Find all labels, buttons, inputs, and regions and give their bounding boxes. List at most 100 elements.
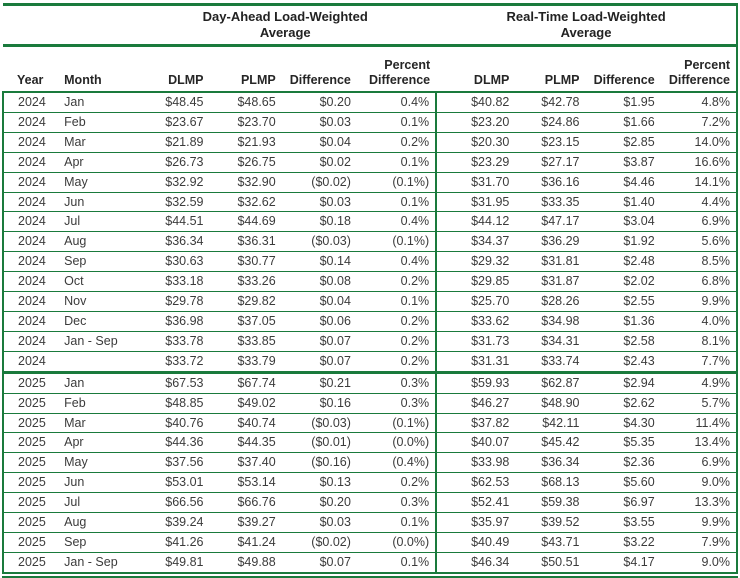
table-row: 2025 Jan $67.53 $67.74 $0.21 0.3% $59.93 $62.87… (1, 370, 737, 394)
column-header-da-plmp: PLMP (209, 45, 282, 93)
table-row: 2024 Dec $36.98 $37.05 $0.06 0.2% $33.62 $34.98… (1, 310, 737, 332)
cell-da-pct-difference: (0.0%) (356, 432, 437, 453)
cell-year: 2024 (1, 211, 62, 232)
cell-rt-pct-difference: 8.1% (660, 330, 737, 352)
cell-rt-difference: $2.58 (585, 330, 661, 352)
cell-rt-difference: $4.17 (585, 551, 661, 572)
cell-rt-plmp: $42.11 (515, 412, 586, 433)
cell-da-pct-difference: 0.4% (356, 211, 437, 232)
cell-rt-difference: $1.40 (585, 191, 661, 212)
cell-month: Nov (61, 291, 135, 312)
cell-month: Dec (61, 310, 135, 332)
cell-rt-difference: $1.92 (585, 231, 661, 252)
cell-month: May (61, 171, 135, 193)
cell-month: Apr (61, 432, 135, 453)
cell-year: 2024 (1, 92, 62, 113)
cell-rt-difference: $2.55 (585, 291, 661, 312)
cell-rt-plmp: $50.51 (515, 551, 586, 572)
cell-da-plmp: $33.26 (209, 271, 282, 292)
cell-month: Jun (61, 472, 135, 493)
cell-da-difference: $0.20 (281, 492, 357, 513)
table-row: 2024 Jun $32.59 $32.62 $0.03 0.1% $31.95 $33.35… (1, 191, 737, 212)
cell-rt-plmp: $36.16 (515, 171, 586, 193)
cell-rt-difference: $1.36 (585, 310, 661, 332)
cell-rt-difference: $3.04 (585, 211, 661, 232)
cell-rt-pct-difference: 6.9% (660, 452, 737, 473)
cell-da-dlmp: $36.98 (134, 310, 210, 332)
column-header-da-dlmp: DLMP (134, 45, 210, 93)
table-row: 2025 May $37.56 $37.40 ($0.16) (0.4%) $33.98 $3… (1, 452, 737, 473)
cell-year: 2025 (1, 472, 62, 493)
cell-rt-difference: $1.66 (585, 111, 661, 133)
cell-rt-dlmp: $33.98 (435, 452, 516, 473)
cell-rt-pct-difference: 4.4% (660, 191, 737, 212)
cell-year: 2024 (1, 131, 62, 153)
table-row: 2024 Nov $29.78 $29.82 $0.04 0.1% $25.70 $28.26… (1, 291, 737, 312)
cell-rt-plmp: $23.15 (515, 131, 586, 153)
cell-da-dlmp: $44.36 (134, 432, 210, 453)
cell-da-dlmp: $53.01 (134, 472, 210, 493)
cell-rt-dlmp: $40.49 (435, 531, 516, 553)
cell-rt-dlmp: $35.97 (435, 512, 516, 533)
column-header-rt-pct-difference: Percent Difference (660, 45, 737, 93)
cell-month: Aug (61, 231, 135, 252)
cell-rt-pct-difference: 13.4% (660, 432, 737, 453)
cell-rt-dlmp: $37.82 (435, 412, 516, 433)
cell-da-difference: $0.07 (281, 350, 357, 373)
cell-rt-difference: $4.30 (585, 412, 661, 433)
cell-month: Jan (61, 370, 135, 394)
cell-rt-plmp: $59.38 (515, 492, 586, 513)
cell-da-pct-difference: 0.3% (356, 492, 437, 513)
cell-da-pct-difference: (0.0%) (356, 531, 437, 553)
cell-da-plmp: $37.05 (209, 310, 282, 332)
cell-rt-pct-difference: 14.1% (660, 171, 737, 193)
cell-rt-dlmp: $46.34 (435, 551, 516, 572)
table-row: 2025 Aug $39.24 $39.27 $0.03 0.1% $35.97 $39.52… (1, 512, 737, 533)
cell-rt-plmp: $47.17 (515, 211, 586, 232)
cell-da-difference: $0.03 (281, 512, 357, 533)
cell-da-dlmp: $48.85 (134, 392, 210, 413)
cell-da-pct-difference: 0.2% (356, 350, 437, 373)
cell-da-difference: $0.03 (281, 191, 357, 212)
table-row: 2025 Jun $53.01 $53.14 $0.13 0.2% $62.53 $68.13… (1, 472, 737, 493)
bottom-rule-upper (2, 571, 738, 574)
table-row: 2024 $33.72 $33.79 $0.07 0.2% $31.31 $33.74 $2.… (1, 350, 737, 373)
cell-rt-plmp: $45.42 (515, 432, 586, 453)
cell-da-difference: $0.18 (281, 211, 357, 232)
cell-rt-pct-difference: 16.6% (660, 151, 737, 173)
cell-da-plmp: $44.69 (209, 211, 282, 232)
cell-da-difference: $0.14 (281, 251, 357, 272)
cell-month: Mar (61, 412, 135, 433)
cell-rt-difference: $4.46 (585, 171, 661, 193)
cell-rt-difference: $3.22 (585, 531, 661, 553)
group-header-row: Day-Ahead Load-Weighted Average Real-Tim… (3, 4, 737, 47)
cell-year: 2025 (1, 412, 62, 433)
table-row: 2025 Sep $41.26 $41.24 ($0.02) (0.0%) $40.49 $4… (1, 531, 737, 553)
group-header-spacer (3, 4, 135, 47)
cell-rt-pct-difference: 4.0% (660, 310, 737, 332)
table-row: 2024 Jan $48.45 $48.65 $0.20 0.4% $40.82 $42.78… (1, 92, 737, 113)
cell-year: 2024 (1, 251, 62, 272)
cell-da-plmp: $32.90 (209, 171, 282, 193)
cell-da-dlmp: $30.63 (134, 251, 210, 272)
cell-da-pct-difference: (0.1%) (356, 171, 437, 193)
column-header-rt-plmp: PLMP (515, 45, 586, 93)
table-row: 2025 Jul $66.56 $66.76 $0.20 0.3% $52.41 $59.38… (1, 492, 737, 513)
cell-year: 2024 (1, 151, 62, 173)
table-row: 2024 Mar $21.89 $21.93 $0.04 0.2% $20.30 $23.15… (1, 131, 737, 153)
table-row: 2024 Aug $36.34 $36.31 ($0.03) (0.1%) $34.37 $3… (1, 231, 737, 252)
cell-month: Jan - Sep (61, 330, 135, 352)
cell-da-difference: ($0.03) (281, 412, 357, 433)
cell-da-dlmp: $40.76 (134, 412, 210, 433)
cell-da-pct-difference: 0.1% (356, 551, 437, 572)
column-header-da-pct-difference: Percent Difference (356, 45, 437, 93)
cell-da-plmp: $37.40 (209, 452, 282, 473)
cell-da-pct-difference: 0.2% (356, 472, 437, 493)
cell-rt-plmp: $48.90 (515, 392, 586, 413)
cell-rt-difference: $5.35 (585, 432, 661, 453)
cell-rt-dlmp: $59.93 (435, 370, 516, 394)
column-header-rt-difference: Difference (585, 45, 661, 93)
cell-da-pct-difference: 0.1% (356, 512, 437, 533)
cell-da-plmp: $66.76 (209, 492, 282, 513)
cell-da-plmp: $41.24 (209, 531, 282, 553)
